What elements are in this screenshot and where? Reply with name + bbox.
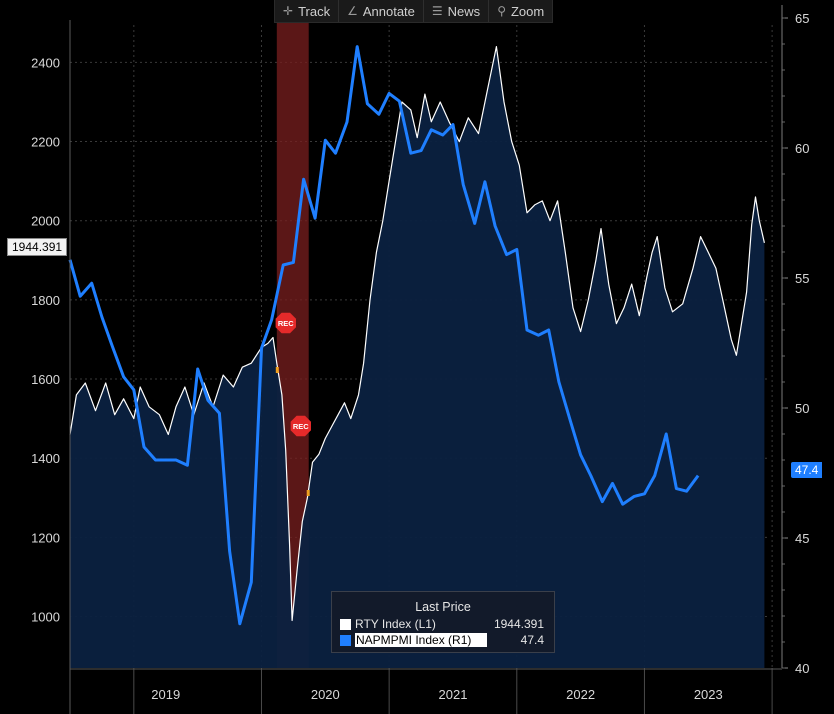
event-marker <box>275 367 279 373</box>
right-tick-label: 65 <box>795 11 809 26</box>
left-tick-label: 2400 <box>31 55 60 70</box>
pencil-icon: ∠ <box>347 4 358 18</box>
x-tick-label: 2022 <box>566 687 595 702</box>
left-last-value-badge: 1944.391 <box>7 238 68 256</box>
legend-value-napm: 47.4 <box>520 633 544 647</box>
rec-marker-label: REC <box>293 422 309 431</box>
legend-row-napm[interactable]: NAPMPMI Index (R1) 47.4 <box>340 633 550 647</box>
left-tick-label: 1600 <box>31 372 60 387</box>
right-tick-label: 55 <box>795 271 809 286</box>
left-tick-label: 1000 <box>31 610 60 625</box>
x-tick-label: 2019 <box>151 687 180 702</box>
left-tick-label: 2000 <box>31 214 60 229</box>
rty-area-layer <box>70 46 765 669</box>
rec-markers: REC REC <box>275 312 311 496</box>
chart-toolbar: ✛ Track ∠ Annotate ☰ News ⚲ Zoom <box>274 0 554 23</box>
left-tick-labels: 1000 1200 1400 1600 1800 2000 2200 2400 <box>31 55 60 624</box>
legend-row-rty[interactable]: RTY Index (L1) 1944.391 <box>340 617 550 631</box>
x-tick-label: 2020 <box>311 687 340 702</box>
legend-swatch-rty <box>340 618 351 630</box>
rec-marker-label: REC <box>278 319 294 328</box>
napm-series-line <box>68 45 700 626</box>
annotate-label: Annotate <box>362 3 415 19</box>
axes-layer <box>69 5 788 714</box>
crosshair-icon: ✛ <box>283 4 294 18</box>
legend-swatch-napm <box>340 634 351 646</box>
event-marker <box>306 490 310 496</box>
legend-box: Last Price RTY Index (L1) 1944.391 NAPMP… <box>331 591 555 653</box>
annotate-button[interactable]: ∠ Annotate <box>339 0 424 22</box>
right-tick-label: 45 <box>795 531 809 546</box>
rty-area-fill <box>70 46 765 669</box>
right-tick-label: 50 <box>795 401 809 416</box>
legend-title: Last Price <box>415 600 471 614</box>
track-button[interactable]: ✛ Track <box>275 0 340 22</box>
left-tick-label: 1400 <box>31 451 60 466</box>
legend-name-rty: RTY Index (L1) <box>355 617 436 631</box>
zoom-label: Zoom <box>510 3 545 19</box>
x-tick-label: 2023 <box>694 687 723 702</box>
right-last-value-badge: 47.4 <box>791 462 823 478</box>
right-tick-label: 60 <box>795 141 809 156</box>
right-tick-labels: 40 45 50 55 60 65 <box>795 11 809 676</box>
news-label: News <box>447 3 481 19</box>
left-tick-label: 2200 <box>31 135 60 150</box>
rec-marker-icon <box>275 312 296 334</box>
napm-line-layer <box>68 45 700 626</box>
left-tick-label: 1200 <box>31 530 60 545</box>
right-tick-label: 40 <box>795 661 809 676</box>
left-tick-label: 1800 <box>31 293 60 308</box>
news-button[interactable]: ☰ News <box>424 0 490 22</box>
x-tick-labels: 2019 2020 2021 2022 2023 <box>151 687 722 702</box>
track-label: Track <box>298 3 331 19</box>
magnifier-icon: ⚲ <box>497 4 506 18</box>
news-icon: ☰ <box>431 4 443 18</box>
x-tick-label: 2021 <box>439 687 468 702</box>
legend-value-rty: 1944.391 <box>493 617 544 631</box>
zoom-button[interactable]: ⚲ Zoom <box>489 0 552 22</box>
rec-marker-icon <box>290 415 311 437</box>
legend-name-napm: NAPMPMI Index (R1) <box>355 633 487 647</box>
